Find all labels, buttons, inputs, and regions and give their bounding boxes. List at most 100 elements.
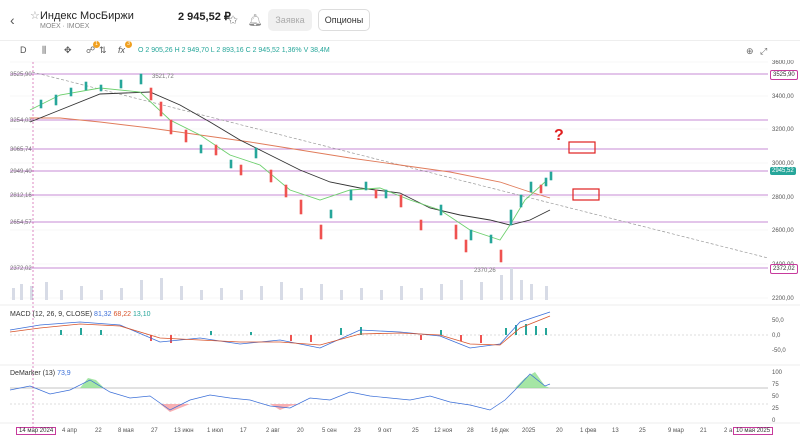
indicators-badge: 1 — [93, 41, 100, 48]
date-label: 12 ноя — [434, 428, 453, 434]
date-label: 2025 — [522, 428, 536, 434]
price-tag-bottom: 2372,02 — [770, 264, 798, 274]
ohlc-open: О 2 905,26 — [138, 47, 173, 54]
date-label: 20 — [297, 428, 304, 434]
date-label: 9 окт — [378, 428, 392, 434]
instrument-title: Индекс МосБиржи — [40, 10, 134, 22]
target-box-upper[interactable] — [568, 141, 596, 154]
interval-button[interactable]: D — [20, 45, 27, 55]
candles-icon[interactable]: ⫼ — [42, 45, 47, 55]
crosshair-icon[interactable]: ✥ — [64, 45, 72, 55]
macd-axis-label: -50,0 — [772, 348, 786, 354]
demarker-oversold-fill — [270, 404, 300, 410]
macd-histogram-negative — [150, 335, 482, 343]
date-label: 8 мая — [118, 428, 134, 434]
date-label: 9 мар — [668, 428, 684, 434]
favorite-button[interactable]: ✩ — [222, 9, 244, 31]
date-label: 21 — [700, 428, 707, 434]
back-icon[interactable]: ‹ — [10, 12, 15, 28]
candles — [39, 73, 553, 263]
target-box-lower[interactable] — [572, 188, 600, 201]
macd-histogram — [60, 324, 547, 335]
date-label: 17 — [240, 428, 247, 434]
header-divider — [0, 40, 800, 41]
low-annotation: 2370,26 — [474, 268, 496, 274]
date-label: 1 июл — [207, 428, 224, 434]
date-label: 16 дек — [491, 428, 509, 434]
date-label: 20 — [556, 428, 563, 434]
demarker-overbought-fill — [80, 378, 104, 388]
date-label: 23 — [354, 428, 361, 434]
price-axis-label: 3400,00 — [772, 94, 794, 100]
macd-axis-label: 0,0 — [772, 333, 781, 339]
demarker-axis-label: 100 — [772, 370, 783, 376]
price-tag-top: 3525,90 — [770, 70, 798, 80]
instrument-price: 2 945,52 ₽ — [178, 11, 231, 23]
instrument-subtitle: MOEX · IMOEX — [40, 23, 90, 30]
ma-50-line — [29, 91, 551, 226]
ohlc-low: L 2 893,16 — [210, 47, 244, 54]
macd-value-1: 81,32 — [94, 311, 112, 318]
date-start-label: 14 мар 2024 — [16, 427, 57, 435]
level-label-4: 2949,40 — [10, 169, 32, 175]
level-label-3: 3065,74 — [10, 147, 32, 153]
macd-value-2: 68,22 — [113, 311, 132, 318]
high-annotation: 3521,72 — [152, 74, 174, 80]
ma-200-line — [30, 117, 551, 199]
demarker-title[interactable]: DeMarker (13) 73,9 — [10, 370, 71, 377]
level-label-2: 3254,03 — [10, 118, 32, 124]
order-button[interactable]: Заявка — [268, 9, 312, 31]
date-label: 13 — [612, 428, 619, 434]
trend-line[interactable] — [31, 71, 769, 259]
price-axis-label: 3000,00 — [772, 161, 794, 167]
macd-title[interactable]: MACD (12, 26, 9, CLOSE) 81,32 68,22 13,1… — [10, 311, 151, 318]
date-label: 2 авг — [266, 428, 280, 434]
date-label: 22 — [95, 428, 102, 434]
macd-value-3: 13,10 — [133, 311, 151, 318]
level-label-5: 2812,16 — [10, 193, 32, 199]
demarker-axis-label: 0 — [772, 418, 776, 424]
demarker-axis-label: 25 — [772, 406, 779, 412]
demarker-axis-label: 50 — [772, 394, 779, 400]
ohlc-close: С 2 945,52 — [245, 47, 280, 54]
price-axis-label: 2800,00 — [772, 195, 794, 201]
demarker-overbought-fill — [515, 372, 550, 388]
ohlc-high: Н 2 949,70 — [174, 47, 209, 54]
indicators-button[interactable]: ☍ 1 — [86, 41, 100, 56]
ma-20-line — [29, 87, 546, 241]
price-axis-label: 3200,00 — [772, 127, 794, 133]
date-label: 25 — [412, 428, 419, 434]
demarker-oversold-fill — [160, 404, 190, 412]
alert-button[interactable]: 🔔︎ — [244, 9, 266, 31]
macd-line — [9, 311, 551, 349]
question-mark: ? — [554, 127, 564, 144]
header: ‹ ☆ Индекс МосБиржи MOEX · IMOEX 2 945,5… — [0, 0, 800, 40]
fx-button[interactable]: fx 3 — [118, 41, 132, 55]
zoom-icon[interactable]: ⊕ — [746, 46, 754, 56]
price-axis-label: 2200,00 — [772, 296, 794, 302]
fx-badge: 3 — [125, 41, 132, 48]
date-label: 1 фев — [580, 428, 597, 434]
compare-icon[interactable]: ⇅ — [99, 45, 107, 55]
level-label-7: 2372,02 — [10, 266, 32, 272]
ohlc-readout: О 2 905,26 Н 2 949,70 L 2 893,16 С 2 945… — [138, 47, 330, 54]
star-icon[interactable]: ☆ — [30, 10, 40, 22]
bell-icon: 🔔︎ — [247, 13, 263, 27]
fullscreen-icon[interactable]: ⤢ — [760, 46, 768, 56]
level-label-1: 3525,90 — [10, 72, 32, 78]
date-label: 25 — [639, 428, 646, 434]
price-axis-label: 3600,00 — [772, 60, 794, 66]
macd-axis-label: 50,0 — [772, 318, 784, 324]
date-label: 2 а — [724, 428, 733, 434]
price-chart[interactable]: 3525,90 3254,03 3065,74 2949,40 2812,16 … — [0, 60, 800, 439]
price-grid — [10, 61, 768, 299]
level-lines — [10, 73, 768, 269]
price-axis-label: 2600,00 — [772, 228, 794, 234]
date-label: 13 июн — [174, 428, 194, 434]
demarker-line — [9, 373, 551, 411]
demarker-axis-label: 75 — [772, 382, 779, 388]
options-button[interactable]: Опционы — [318, 9, 370, 31]
macd-name: MACD (12, 26, 9, CLOSE) — [10, 311, 93, 318]
demarker-name: DeMarker (13) — [10, 370, 56, 377]
demarker-value: 73,9 — [57, 370, 71, 377]
